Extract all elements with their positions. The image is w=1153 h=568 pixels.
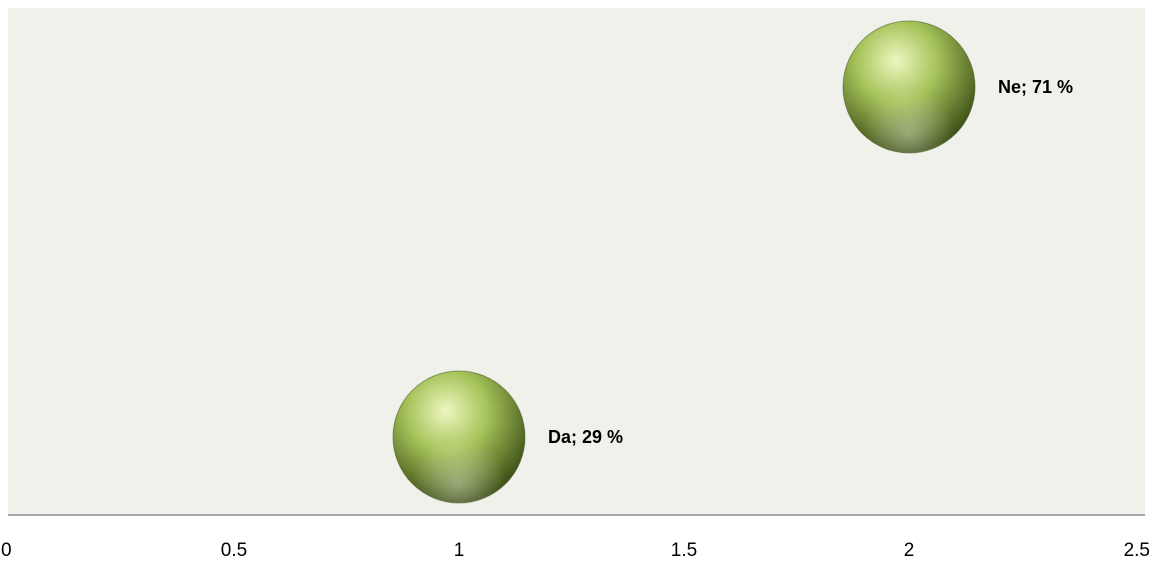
x-tick-label: 0 — [1, 540, 12, 561]
x-tick-label: 1.5 — [671, 540, 697, 561]
x-tick-label: 1 — [454, 540, 465, 561]
bubble-rim-highlight — [843, 21, 975, 153]
bubble-data-label: Ne; 71 % — [998, 77, 1073, 97]
bubble-point: Ne; 71 % — [842, 20, 1073, 154]
bubble-data-label: Da; 29 % — [548, 427, 623, 447]
bubble-rim-highlight — [393, 371, 525, 503]
x-tick-label: 2.5 — [1124, 540, 1150, 561]
x-tick-label: 2 — [904, 540, 915, 561]
x-tick-label: 0.5 — [221, 540, 247, 561]
x-tick-labels: 0 0.5 1 1.5 2 2.5 — [1, 540, 1150, 561]
bubble-point: Da; 29 % — [392, 370, 623, 504]
data-points: Da; 29 % Ne; 71 % — [392, 20, 1073, 504]
